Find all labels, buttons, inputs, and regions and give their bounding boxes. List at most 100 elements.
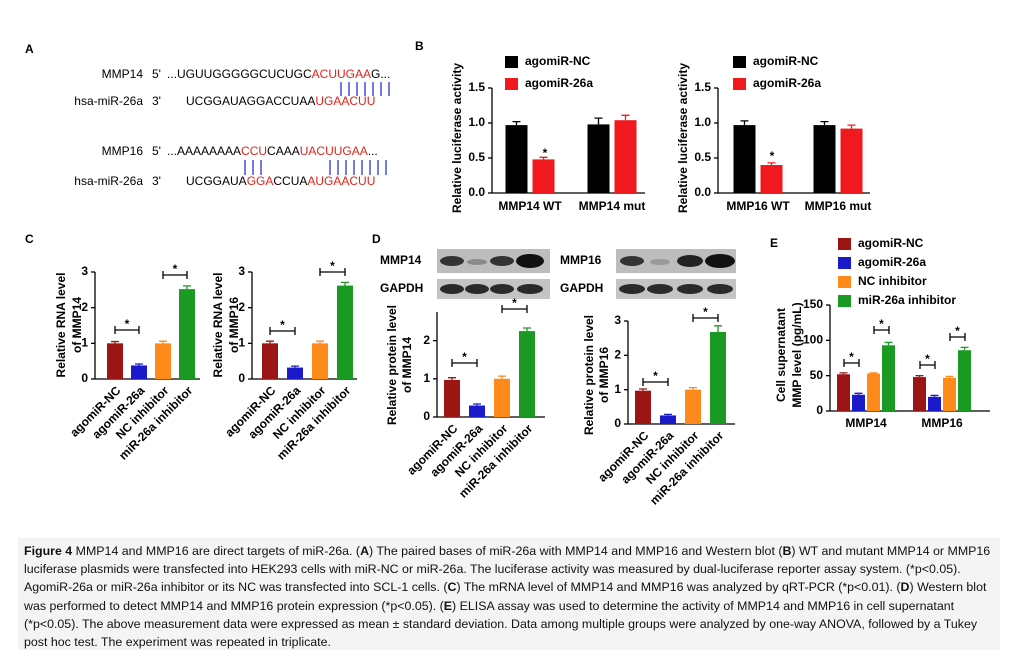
sequence: ...AAAAAAAACCUCAAAUACUUGAA... xyxy=(167,144,378,158)
error-bar xyxy=(884,341,893,346)
legend-swatch xyxy=(838,276,851,288)
sequence-segment: GGA xyxy=(247,174,274,188)
y-axis-label: of MMP14 xyxy=(400,337,414,393)
significance-label: * xyxy=(125,317,130,331)
y-axis-label: Relative luciferase activity xyxy=(450,63,464,213)
sequence-segment: UCGGAUA xyxy=(186,174,247,188)
bar xyxy=(179,289,195,379)
y-tick-label: 1 xyxy=(423,371,430,385)
x-tick-label: MMP16 mut xyxy=(805,199,872,213)
significance-bracket xyxy=(919,361,936,369)
bar xyxy=(928,396,941,411)
sequence-segment: G... xyxy=(371,67,390,81)
significance-label: * xyxy=(173,262,178,276)
error-bar xyxy=(869,372,878,374)
bar xyxy=(505,125,528,193)
legend-label: agomiR-26a xyxy=(858,255,926,269)
legend-swatch xyxy=(733,78,746,90)
y-tick-label: 0.0 xyxy=(468,185,485,199)
error-bar xyxy=(159,340,167,344)
sequence: ...UGUUGGGGGCUCUGCACUUGAAG... xyxy=(167,67,390,81)
significance-bracket xyxy=(843,359,860,367)
significance-bracket xyxy=(642,378,669,386)
sequence-end: 5' xyxy=(152,144,161,158)
bar xyxy=(660,415,676,424)
figure: A B C D E MMP14 5' ...UGUUGGGGGCUCUGCACUUGAAG..… xyxy=(25,39,990,508)
caption-text: D xyxy=(900,580,910,595)
bar xyxy=(733,125,756,193)
error-bar xyxy=(111,340,119,344)
sequence-segment: UGAACUU xyxy=(315,94,375,108)
caption-text: Figure 4 xyxy=(24,544,73,558)
error-bar xyxy=(512,120,521,126)
legend-label: agomiR-26a xyxy=(525,76,593,90)
bar xyxy=(685,389,701,424)
error-bar xyxy=(664,413,672,416)
error-bar xyxy=(448,377,456,380)
caption-text: B xyxy=(782,544,792,558)
panel-label: E xyxy=(770,236,778,250)
legend-label: agomiR-NC xyxy=(753,54,819,68)
y-tick-label: 3 xyxy=(614,313,621,327)
significance-label: * xyxy=(462,350,467,364)
error-bar xyxy=(341,281,349,286)
legend-label: agomiR-NC xyxy=(858,236,924,250)
figure-caption: Figure 4 MMP14 and MMP16 are direct targ… xyxy=(18,538,1000,650)
y-axis-label: Relative protein level xyxy=(385,305,399,425)
blot-label: GAPDH xyxy=(560,281,603,295)
bar xyxy=(760,165,783,193)
y-tick-label: 0.5 xyxy=(694,150,711,164)
sequence-segment: CCU xyxy=(241,144,267,158)
error-bar xyxy=(960,346,969,351)
blot-images xyxy=(437,249,736,299)
bar xyxy=(312,343,328,379)
sequence-name: hsa-miR-26a xyxy=(74,174,143,188)
sequence-name: MMP16 xyxy=(102,144,144,158)
significance-bracket xyxy=(873,326,890,334)
x-tick-label: MMP16 xyxy=(921,416,963,430)
y-tick-label: 0 xyxy=(423,409,430,423)
bar xyxy=(337,285,353,379)
y-axis-label: of MMP16 xyxy=(227,297,241,353)
significance-label: * xyxy=(849,350,854,364)
panel-label: D xyxy=(372,232,381,246)
significance-bracket xyxy=(114,326,140,334)
sequence-segment: CCUA xyxy=(273,174,307,188)
sequence-segment: CAAA xyxy=(267,144,300,158)
error-bar xyxy=(915,375,924,378)
legend-swatch xyxy=(838,295,851,307)
sequence-segment: ACUUGAA xyxy=(312,67,371,81)
bar xyxy=(813,125,836,193)
sequence-name: MMP14 xyxy=(102,67,144,81)
legend-swatch xyxy=(505,78,518,90)
y-tick-label: 1 xyxy=(238,336,245,350)
bar xyxy=(131,365,147,379)
error-bar xyxy=(930,394,939,397)
panel-label: B xyxy=(415,39,424,53)
y-axis-label: MMP level (pg/mL) xyxy=(790,302,804,407)
significance-label: * xyxy=(543,146,548,160)
y-tick-label: 100 xyxy=(803,333,823,347)
y-axis-label: Relative RNA level xyxy=(54,273,68,378)
significance-label: * xyxy=(879,317,884,331)
sequence-segment: AUGAACUU xyxy=(307,174,375,188)
error-bar xyxy=(473,403,481,406)
caption-text: ) The mRNA level of MMP14 and MMP16 was … xyxy=(456,580,901,595)
error-bar xyxy=(135,363,143,366)
bar xyxy=(614,120,637,193)
y-tick-label: 1.0 xyxy=(468,115,485,129)
bar xyxy=(107,343,123,379)
significance-bracket xyxy=(949,333,966,341)
y-axis-label: Relative luciferase activity xyxy=(676,63,690,213)
bar xyxy=(840,128,863,193)
significance-label: * xyxy=(770,149,775,163)
caption-text: A xyxy=(360,544,370,558)
bar xyxy=(867,373,880,411)
blot-label: MMP14 xyxy=(380,253,422,267)
y-tick-label: 0.0 xyxy=(694,185,711,199)
blot-label: GAPDH xyxy=(380,281,423,295)
bar xyxy=(882,345,895,411)
sequence-name: hsa-miR-26a xyxy=(74,94,143,108)
bar xyxy=(913,377,926,411)
sequence-segment: UCGGAUAGGACCUAA xyxy=(186,94,315,108)
